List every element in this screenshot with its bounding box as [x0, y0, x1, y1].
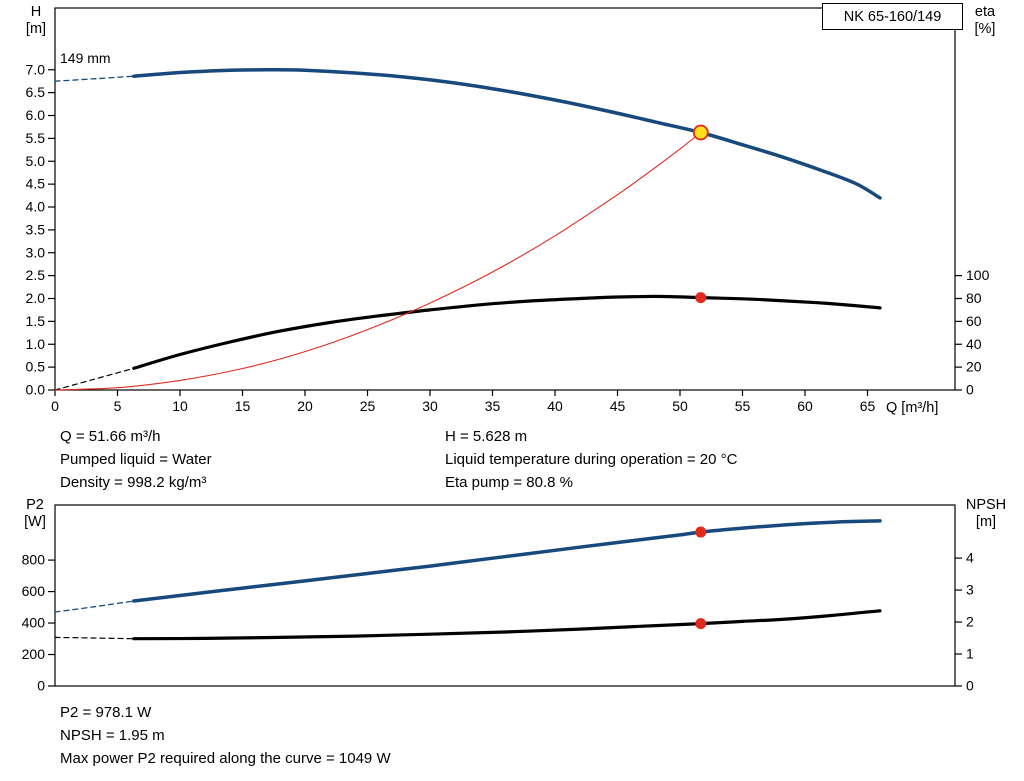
svg-text:400: 400 [22, 615, 46, 631]
svg-text:0.5: 0.5 [26, 359, 46, 375]
svg-text:30: 30 [422, 398, 438, 414]
qh-chart: 0 5 10 15 20 25 30 35 40 45 50 55 60 65 0.0 0.5 1.0 1.5 2.… [26, 7, 990, 414]
eta-axis-unit: [%] [974, 21, 996, 37]
svg-text:55: 55 [735, 398, 751, 414]
h-axis-unit: [m] [25, 21, 47, 37]
svg-text:20: 20 [297, 398, 313, 414]
svg-text:1: 1 [966, 646, 974, 662]
power-npsh-chart: 0 200 400 600 800 0 1 2 3 4 [22, 504, 974, 694]
npsh-value-line: NPSH = 1.95 m [60, 727, 165, 744]
svg-text:5.0: 5.0 [26, 153, 46, 169]
npsh-axis-symbol: NPSH [965, 497, 1007, 513]
svg-text:60: 60 [797, 398, 813, 414]
svg-text:5: 5 [114, 398, 122, 414]
svg-text:10: 10 [172, 398, 188, 414]
duty-info-right: H = 5.628 m Liquid temperature during op… [445, 425, 737, 494]
eta-axis-symbol: eta [974, 4, 996, 20]
svg-text:0: 0 [37, 678, 45, 694]
p2-axis-symbol: P2 [26, 497, 44, 513]
svg-text:80: 80 [966, 290, 982, 306]
svg-text:50: 50 [672, 398, 688, 414]
h-axis-symbol: H [30, 4, 42, 20]
svg-text:1.0: 1.0 [26, 336, 46, 352]
svg-text:100: 100 [966, 267, 990, 283]
svg-text:0.0: 0.0 [26, 382, 46, 398]
duty-head-line: H = 5.628 m [445, 428, 528, 445]
svg-text:65: 65 [860, 398, 876, 414]
npsh-axis-unit: [m] [975, 514, 997, 530]
svg-text:3.0: 3.0 [26, 244, 46, 260]
svg-text:0: 0 [51, 398, 59, 414]
svg-text:60: 60 [966, 313, 982, 329]
svg-text:6.0: 6.0 [26, 107, 46, 123]
svg-text:2.5: 2.5 [26, 267, 46, 283]
max-power-line: Max power P2 required along the curve = … [60, 750, 391, 767]
npsh-axis-title: NPSH [m] [956, 497, 1016, 531]
density-line: Density = 998.2 kg/m³ [60, 474, 207, 491]
liquid-temperature-line: Liquid temperature during operation = 20… [445, 451, 738, 468]
duty-flow-line: Q = 51.66 m³/h [60, 428, 161, 445]
svg-text:45: 45 [610, 398, 626, 414]
svg-text:6.5: 6.5 [26, 84, 46, 100]
svg-text:35: 35 [485, 398, 501, 414]
svg-text:5.5: 5.5 [26, 130, 46, 146]
p2-axis-title: P2 [W] [14, 497, 56, 531]
svg-text:3.5: 3.5 [26, 221, 46, 237]
duty-info-left: Q = 51.66 m³/h Pumped liquid = Water Den… [60, 425, 212, 494]
eta-axis-title: eta [%] [962, 4, 1008, 38]
impeller-size-label: 149 mm [60, 50, 111, 66]
p2-axis-unit: [W] [24, 514, 46, 530]
svg-text:2: 2 [966, 614, 974, 630]
power-info: P2 = 978.1 W NPSH = 1.95 m Max power P2 … [60, 701, 391, 770]
svg-text:4.5: 4.5 [26, 176, 46, 192]
svg-text:20: 20 [966, 359, 982, 375]
svg-text:200: 200 [22, 646, 46, 662]
svg-text:40: 40 [966, 336, 982, 352]
svg-text:7.0: 7.0 [26, 61, 46, 77]
svg-text:2.0: 2.0 [26, 290, 46, 306]
eta-pump-line: Eta pump = 80.8 % [445, 474, 573, 491]
p2-value-line: P2 = 978.1 W [60, 704, 152, 721]
pump-type-box: NK 65-160/149 [822, 3, 963, 30]
svg-text:15: 15 [235, 398, 251, 414]
svg-text:0: 0 [966, 382, 974, 398]
svg-text:40: 40 [547, 398, 563, 414]
svg-text:600: 600 [22, 583, 46, 599]
svg-text:4: 4 [966, 550, 974, 566]
svg-text:3: 3 [966, 582, 974, 598]
svg-text:0: 0 [966, 678, 974, 694]
svg-text:4.0: 4.0 [26, 199, 46, 215]
pumped-liquid-line: Pumped liquid = Water [60, 451, 212, 468]
svg-text:800: 800 [22, 552, 46, 568]
q-axis-label: Q [m³/h] [886, 400, 939, 416]
svg-text:1.5: 1.5 [26, 313, 46, 329]
svg-text:25: 25 [360, 398, 376, 414]
pump-type-label: NK 65-160/149 [843, 8, 942, 25]
h-axis-title: H [m] [16, 4, 56, 38]
